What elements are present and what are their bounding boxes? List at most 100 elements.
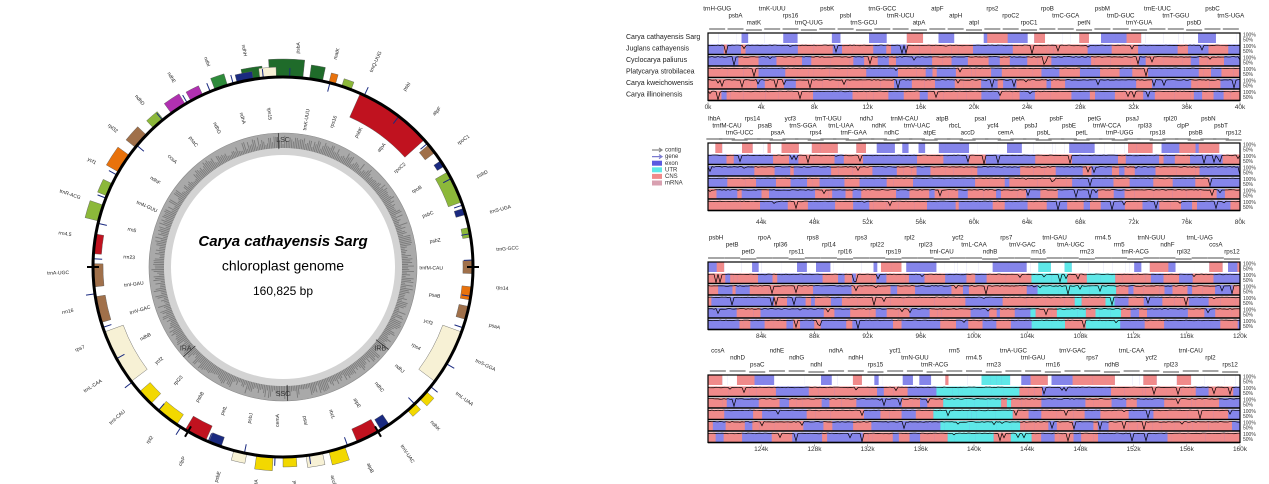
track-segment xyxy=(1094,143,1105,153)
gene-label: matK xyxy=(333,47,342,60)
gc-tick xyxy=(372,345,378,350)
track-segment xyxy=(1121,308,1131,318)
track-segment xyxy=(1064,319,1086,330)
track-segment xyxy=(1033,143,1045,153)
track-segment xyxy=(1154,90,1175,101)
gene-label: trnA-UGC xyxy=(1057,242,1085,249)
x-tick-label: 132k xyxy=(861,446,876,453)
track-segment xyxy=(754,166,775,176)
gc-tick xyxy=(153,278,165,282)
gc-tick xyxy=(165,219,173,223)
track-segment xyxy=(850,308,870,318)
gc-tick xyxy=(347,366,353,375)
track-segment xyxy=(756,386,776,397)
track-segment xyxy=(873,44,887,55)
track-segment xyxy=(708,398,723,408)
map-subtitle: chloroplast genome xyxy=(222,258,344,274)
track-segment xyxy=(1027,56,1038,66)
gc-tick xyxy=(244,380,250,394)
track-segment xyxy=(856,33,870,43)
legend-label: mRNA xyxy=(665,181,683,187)
track-segment xyxy=(962,386,972,397)
track-segment xyxy=(1155,398,1165,408)
track-segment xyxy=(1041,432,1055,443)
gc-tick xyxy=(187,347,196,356)
track-segment xyxy=(886,200,890,211)
track-segment xyxy=(708,44,724,55)
gc-tick xyxy=(389,320,401,327)
gc-tick xyxy=(242,379,246,388)
track-segment xyxy=(753,409,763,420)
track-segment xyxy=(1070,33,1080,43)
track-segment xyxy=(921,296,935,307)
track-segment xyxy=(725,200,741,211)
track-segment xyxy=(1010,375,1022,385)
track-segment xyxy=(834,154,844,165)
track-segment xyxy=(1085,398,1094,408)
track-segment xyxy=(903,90,920,101)
gene-label: psbB xyxy=(195,390,207,403)
track-segment xyxy=(942,200,956,211)
gc-tick xyxy=(371,346,377,352)
gc-tick xyxy=(155,249,166,252)
gc-tick xyxy=(240,378,243,383)
track-segment xyxy=(1011,421,1021,431)
x-tick-label: 156k xyxy=(1180,446,1195,453)
track-segment xyxy=(1148,44,1159,55)
track-segment xyxy=(726,90,731,101)
track-segment xyxy=(767,143,771,153)
gc-tick xyxy=(249,145,253,153)
track-segment xyxy=(814,166,832,176)
gene-label: ndhG xyxy=(789,355,804,362)
track-segment xyxy=(1149,262,1169,272)
trna-tick xyxy=(430,386,438,393)
gc-tick xyxy=(212,365,218,374)
track-segment xyxy=(708,375,723,385)
gc-tick xyxy=(400,249,408,252)
gene-label: rrn23 xyxy=(986,362,1001,369)
gc-tick xyxy=(165,301,170,304)
gene-label: rps4 xyxy=(810,130,823,137)
legend-arrow xyxy=(652,154,664,160)
track-segment xyxy=(985,154,1005,165)
track-segment xyxy=(759,421,775,431)
track-segment xyxy=(757,79,765,89)
track-segment xyxy=(1120,200,1125,211)
track-segment xyxy=(1093,398,1099,408)
conservation-line xyxy=(707,308,1241,316)
track-segment xyxy=(965,296,976,307)
track-segment xyxy=(1163,154,1168,165)
track-segment xyxy=(936,386,953,397)
track-segment xyxy=(1152,143,1162,153)
track-segment xyxy=(1168,262,1176,272)
track-segment xyxy=(1051,56,1060,66)
track-segment xyxy=(878,67,899,78)
gc-tick xyxy=(238,150,242,156)
track-segment xyxy=(758,273,773,284)
gc-tick xyxy=(193,181,198,186)
row-frame xyxy=(707,32,1241,102)
percent-label: 50% xyxy=(1243,278,1254,284)
track-segment xyxy=(790,177,808,188)
gene-label: psaJ xyxy=(1126,116,1139,123)
conservation-line xyxy=(707,432,1241,443)
conservation-line xyxy=(707,285,1241,295)
track-segment xyxy=(1100,67,1120,78)
track-segment xyxy=(1006,386,1020,397)
track-segment xyxy=(760,308,778,318)
region-mark xyxy=(277,133,280,150)
gc-tick xyxy=(359,169,365,177)
region-label: SSC xyxy=(276,391,290,398)
track-segment xyxy=(852,319,863,330)
track-segment xyxy=(740,398,754,408)
track-segment xyxy=(1041,398,1058,408)
track-segment xyxy=(842,44,853,55)
gc-tick xyxy=(367,178,374,185)
track-segment xyxy=(843,409,865,420)
track-segment xyxy=(877,262,881,272)
track-segment xyxy=(937,90,944,101)
track-segment xyxy=(883,296,891,307)
track-segment xyxy=(1235,177,1240,188)
track-segment xyxy=(866,67,879,78)
gene-label: psbZ xyxy=(429,237,441,245)
